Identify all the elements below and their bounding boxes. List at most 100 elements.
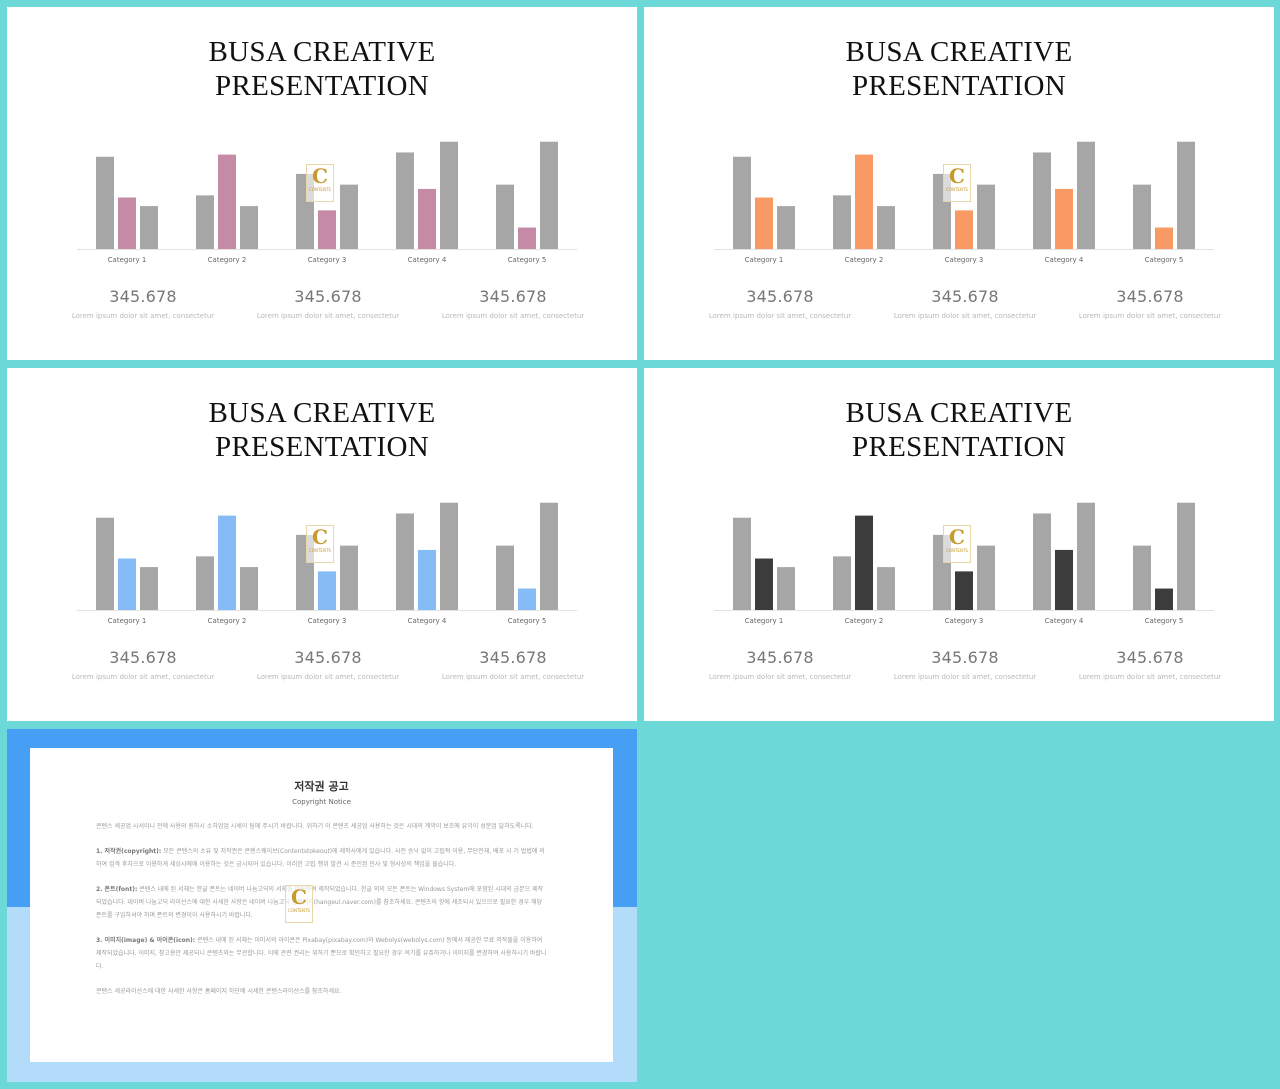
bar-1-series-1 — [733, 156, 751, 249]
stat-value: 345.678 — [746, 287, 814, 306]
stat-block-2: 345.678 Lorem ipsum dolor sit amet, cons… — [248, 648, 408, 681]
bar-5-series-3 — [1177, 502, 1195, 610]
bar-5-series-2 — [1155, 588, 1173, 610]
bar-2-series-3 — [240, 206, 258, 249]
notice-title: 저작권 공고 — [294, 780, 349, 793]
slide-title: BUSA CREATIVE PRESENTATION — [208, 36, 436, 102]
bar-4-series-2 — [1055, 188, 1073, 249]
stat-block-1: 345.678 Lorem ipsum dolor sit amet, cons… — [700, 648, 860, 681]
bar-2-series-2 — [855, 515, 873, 610]
slide-1[interactable]: BUSA CREATIVE PRESENTATION Category 1 Cat… — [7, 7, 637, 360]
notice-section-image: 3. 이미지(image) & 아이콘(icon): 콘텐스 내에 된 서체는 … — [96, 937, 547, 970]
stat-block-1: 345.678 Lorem ipsum dolor sit amet, cons… — [63, 648, 223, 681]
bar-1-series-2 — [755, 558, 773, 610]
stat-block-3: 345.678 Lorem ipsum dolor sit amet, cons… — [1070, 648, 1230, 681]
stat-caption: Lorem ipsum dolor sit amet, consectetur — [441, 673, 585, 681]
slide-4[interactable]: BUSA CREATIVE PRESENTATION Category 1 Cat… — [644, 368, 1274, 721]
bar-5-series-1 — [1133, 545, 1151, 610]
stat-value: 345.678 — [109, 287, 177, 306]
bar-1-series-3 — [140, 567, 158, 610]
bar-2-series-1 — [196, 195, 214, 249]
bar-5-series-3 — [1177, 141, 1195, 249]
category-label: Category 5 — [508, 617, 547, 625]
bar-5-series-2 — [518, 227, 536, 249]
category-label: Category 3 — [308, 617, 347, 625]
stat-value: 345.678 — [746, 648, 814, 667]
contents-watermark-logo: C CONTENTS — [943, 164, 971, 202]
bar-2-series-1 — [833, 556, 851, 610]
bar-1-series-3 — [140, 206, 158, 249]
copyright-notice-slide[interactable]: 저작권 공고 Copyright Notice 콘텐스 세공업 시서이니 전에 … — [7, 729, 637, 1082]
bar-1-series-1 — [733, 517, 751, 610]
bar-4-series-3 — [440, 141, 458, 249]
bar-5-series-2 — [1155, 227, 1173, 249]
bar-4-series-3 — [440, 502, 458, 610]
bar-5-series-3 — [540, 141, 558, 249]
stat-caption: Lorem ipsum dolor sit amet, consectetur — [708, 312, 852, 320]
bar-2-series-2 — [218, 154, 236, 249]
bar-4-series-1 — [1033, 152, 1051, 249]
contents-watermark-logo: C CONTENTS — [285, 885, 313, 923]
bar-3-series-3 — [340, 184, 358, 249]
category-label: Category 1 — [745, 617, 784, 625]
bar-4-series-1 — [396, 152, 414, 249]
bar-1-series-2 — [755, 197, 773, 249]
bar-1-series-1 — [96, 517, 114, 610]
category-label: Category 3 — [308, 256, 347, 264]
bar-3-series-3 — [340, 545, 358, 610]
bar-2-series-2 — [855, 154, 873, 249]
bar-3-series-3 — [977, 184, 995, 249]
contents-watermark-logo: C CONTENTS — [306, 164, 334, 202]
category-label: Category 2 — [208, 617, 247, 625]
stat-value: 345.678 — [479, 287, 547, 306]
stat-block-2: 345.678 Lorem ipsum dolor sit amet, cons… — [885, 287, 1045, 320]
category-label: Category 2 — [208, 256, 247, 264]
category-label: Category 1 — [108, 617, 147, 625]
bar-1-series-2 — [118, 558, 136, 610]
bar-2-series-3 — [877, 206, 895, 249]
stat-block-2: 345.678 Lorem ipsum dolor sit amet, cons… — [885, 648, 1045, 681]
bar-chart: Category 1 Category 2 Category 3 Category 4… — [77, 141, 577, 264]
bar-5-series-1 — [496, 184, 514, 249]
notice-card: 저작권 공고 Copyright Notice 콘텐스 세공업 시서이니 전에 … — [30, 748, 613, 1062]
slide-2[interactable]: BUSA CREATIVE PRESENTATION Category 1 Cat… — [644, 7, 1274, 360]
category-label: Category 3 — [945, 256, 984, 264]
bar-5-series-2 — [518, 588, 536, 610]
stat-caption: Lorem ipsum dolor sit amet, consectetur — [893, 312, 1037, 320]
category-label: Category 5 — [508, 256, 547, 264]
stat-caption: Lorem ipsum dolor sit amet, consectetur — [1078, 312, 1222, 320]
notice-section-font: 2. 폰트(font): 콘텐스 내에 된 서체는 한글 폰트는 네이버 나눔고… — [96, 886, 544, 919]
contents-watermark-logo: C CONTENTS — [306, 525, 334, 563]
stat-block-2: 345.678 Lorem ipsum dolor sit amet, cons… — [248, 287, 408, 320]
bar-5-series-1 — [496, 545, 514, 610]
category-label: Category 2 — [845, 617, 884, 625]
bar-2-series-2 — [218, 515, 236, 610]
notice-intro: 콘텐스 세공업 시서이니 전에 사용의 원하시 소하업업 시세이 팀에 주시기 … — [96, 823, 534, 830]
stat-block-3: 345.678 Lorem ipsum dolor sit amet, cons… — [433, 287, 593, 320]
stat-value: 345.678 — [294, 648, 362, 667]
bar-4-series-3 — [1077, 141, 1095, 249]
bar-4-series-2 — [1055, 549, 1073, 610]
stat-value: 345.678 — [931, 287, 999, 306]
category-label: Category 4 — [1045, 256, 1084, 264]
stat-block-3: 345.678 Lorem ipsum dolor sit amet, cons… — [433, 648, 593, 681]
category-label: Category 4 — [1045, 617, 1084, 625]
bar-1-series-3 — [777, 567, 795, 610]
stat-value: 345.678 — [1116, 287, 1184, 306]
bar-1-series-2 — [118, 197, 136, 249]
notice-subtitle: Copyright Notice — [292, 798, 351, 806]
bar-4-series-1 — [1033, 513, 1051, 610]
bar-3-series-2 — [955, 210, 973, 249]
stat-value: 345.678 — [931, 648, 999, 667]
bar-2-series-1 — [196, 556, 214, 610]
slide-title: BUSA CREATIVE PRESENTATION — [845, 397, 1073, 463]
bar-1-series-3 — [777, 206, 795, 249]
bar-4-series-3 — [1077, 502, 1095, 610]
category-label: Category 1 — [745, 256, 784, 264]
contents-watermark-logo: C CONTENTS — [943, 525, 971, 563]
bar-4-series-2 — [418, 188, 436, 249]
stat-block-1: 345.678 Lorem ipsum dolor sit amet, cons… — [700, 287, 860, 320]
slide-title: BUSA CREATIVE PRESENTATION — [845, 36, 1073, 102]
bar-chart: Category 1 Category 2 Category 3 Category 4… — [77, 502, 577, 625]
slide-3[interactable]: BUSA CREATIVE PRESENTATION Category 1 Cat… — [7, 368, 637, 721]
